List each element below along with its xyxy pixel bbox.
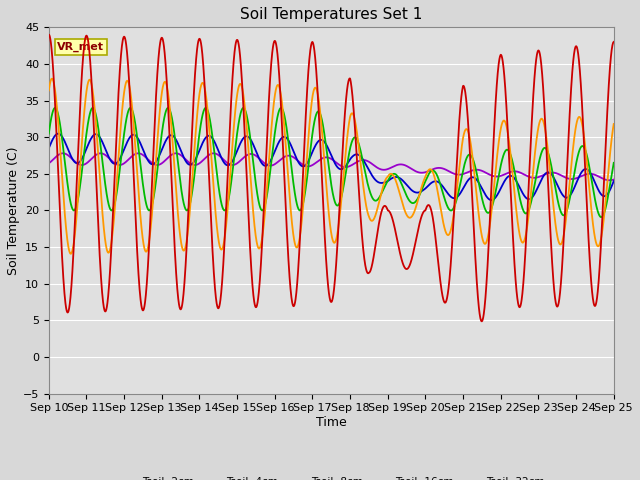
X-axis label: Time: Time	[316, 416, 347, 429]
Y-axis label: Soil Temperature (C): Soil Temperature (C)	[7, 146, 20, 275]
Title: Soil Temperatures Set 1: Soil Temperatures Set 1	[240, 7, 422, 22]
Text: VR_met: VR_met	[58, 42, 104, 52]
Legend: Tsoil -2cm, Tsoil -4cm, Tsoil -8cm, Tsoil -16cm, Tsoil -32cm: Tsoil -2cm, Tsoil -4cm, Tsoil -8cm, Tsoi…	[114, 473, 548, 480]
